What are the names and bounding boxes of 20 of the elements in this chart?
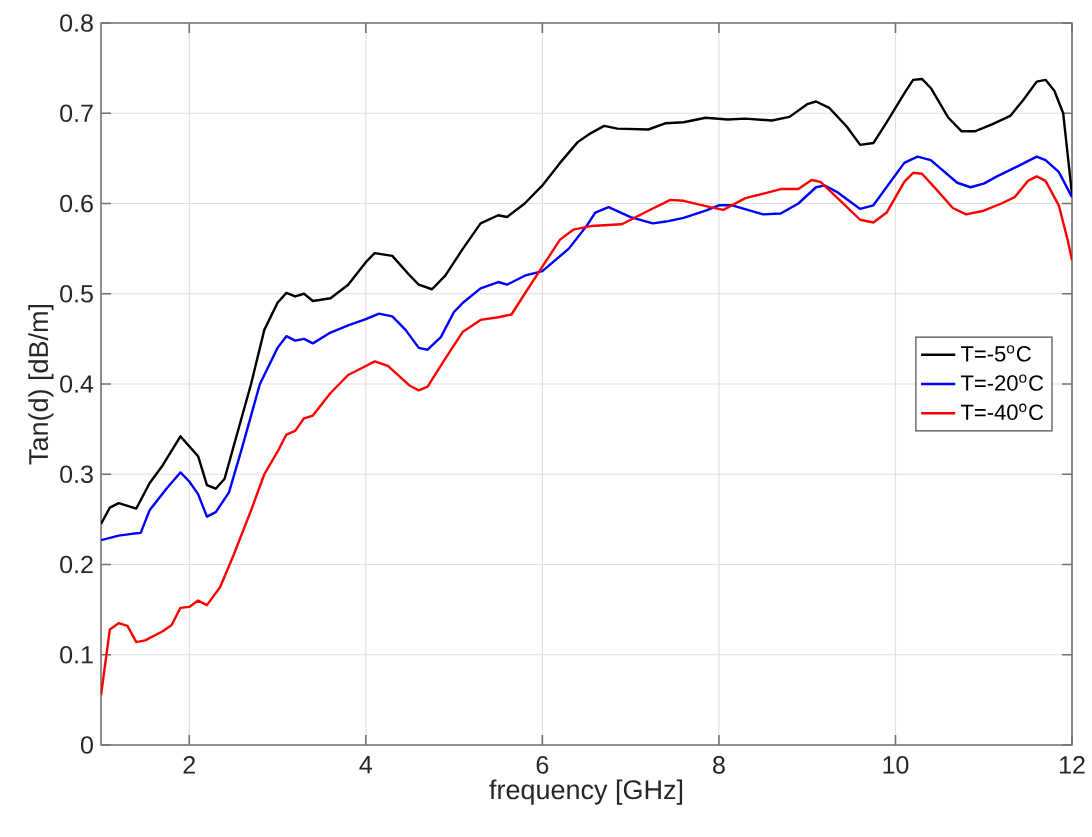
legend-label: T=-40$^{o}$C [960,403,1044,421]
y-axis-title: Tan(d) [dB/m] [28,304,54,465]
legend-label: T=-20$^{o}$C [960,374,1044,391]
x-axis-title: frequency [GHz] [489,779,683,805]
y-tick-label: 0.6 [60,194,93,213]
x-tick-label: 8 [713,756,725,774]
x-tick-label: 10 [883,756,909,774]
y-tick-label: 0.8 [60,14,93,32]
x-tick-label: 4 [359,756,373,774]
legend-label: T=-5$^{o}$C [960,345,1031,362]
y-tick-label: 0.1 [60,645,93,664]
y-tick-label: 0 [81,736,93,754]
y-tick-label: 0.7 [60,104,93,123]
y-tick-label: 0.3 [60,465,93,484]
y-tick-label: 0.4 [60,375,94,393]
y-tick-label: 0.5 [60,284,93,303]
x-tick-label: 6 [536,756,549,774]
y-tick-label: 0.2 [60,555,93,574]
x-tick-label: 2 [183,756,195,774]
x-tick-label: 12 [1060,756,1085,774]
